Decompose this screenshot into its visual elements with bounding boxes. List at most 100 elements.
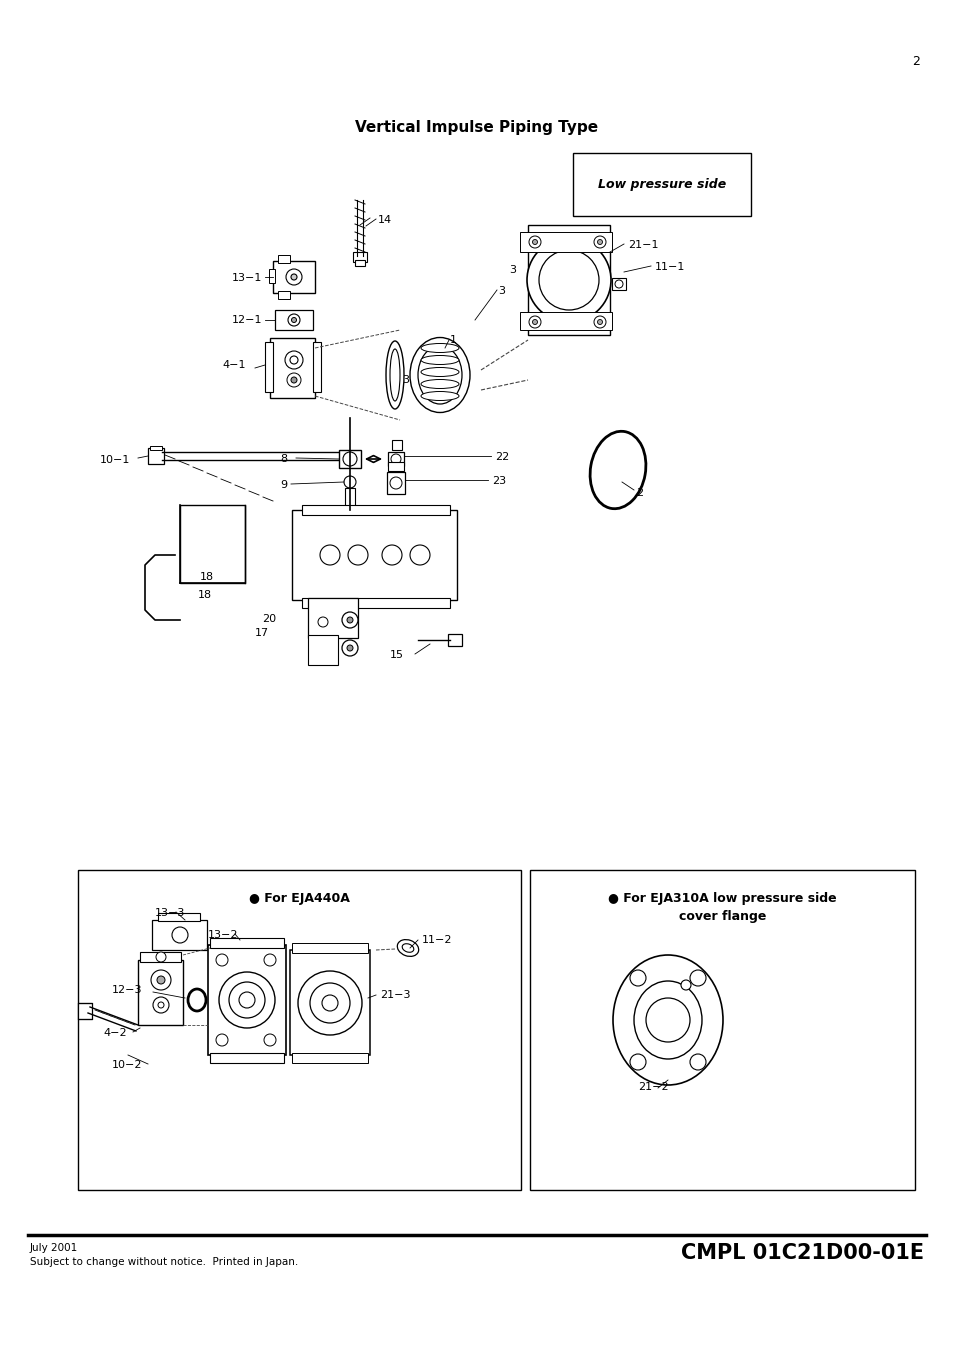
Ellipse shape [396, 939, 418, 957]
Circle shape [215, 1034, 228, 1046]
Ellipse shape [420, 343, 458, 353]
Text: 4−2: 4−2 [103, 1028, 127, 1038]
Bar [140, 952, 181, 962]
Circle shape [532, 239, 537, 245]
Text: 12−1: 12−1 [232, 315, 262, 326]
Circle shape [156, 952, 166, 962]
Circle shape [322, 994, 337, 1011]
Circle shape [285, 351, 303, 369]
Circle shape [172, 927, 188, 943]
Bar [519, 232, 612, 253]
Circle shape [629, 1054, 645, 1070]
Circle shape [532, 319, 537, 324]
Text: 4−1: 4−1 [222, 359, 245, 370]
Ellipse shape [420, 367, 458, 377]
Bar [208, 944, 286, 1055]
Text: 22: 22 [495, 453, 509, 462]
Bar [152, 920, 207, 950]
Ellipse shape [590, 431, 645, 509]
Text: 13−3: 13−3 [154, 908, 185, 917]
Bar [210, 1052, 284, 1063]
Text: 23: 23 [492, 476, 506, 486]
Bar [274, 309, 313, 330]
Bar [138, 961, 183, 1025]
Text: 1: 1 [450, 335, 456, 345]
Circle shape [645, 998, 689, 1042]
Circle shape [689, 1054, 705, 1070]
Circle shape [391, 454, 400, 463]
Bar [78, 870, 520, 1190]
Text: 17: 17 [254, 628, 269, 638]
Circle shape [286, 269, 302, 285]
Circle shape [529, 316, 540, 328]
Bar [302, 505, 450, 515]
Text: 10−2: 10−2 [112, 1061, 142, 1070]
Text: 20: 20 [262, 613, 275, 624]
Bar [530, 870, 914, 1190]
Bar [345, 488, 355, 508]
Text: 9: 9 [280, 480, 287, 490]
Bar [158, 913, 200, 921]
Text: 3: 3 [401, 376, 409, 385]
Ellipse shape [420, 380, 458, 389]
Circle shape [680, 979, 690, 990]
Circle shape [594, 236, 605, 249]
Circle shape [629, 970, 645, 986]
Text: 10−1: 10−1 [100, 455, 131, 465]
Text: CMPL 01C21D00-01E: CMPL 01C21D00-01E [680, 1243, 923, 1263]
Text: ● For EJA440A: ● For EJA440A [249, 892, 350, 905]
Circle shape [151, 970, 171, 990]
Circle shape [157, 975, 165, 984]
Bar [448, 634, 461, 646]
Circle shape [410, 544, 430, 565]
Circle shape [219, 971, 274, 1028]
Text: Vertical Impulse Piping Type: Vertical Impulse Piping Type [355, 120, 598, 135]
Bar [265, 342, 273, 392]
Circle shape [689, 970, 705, 986]
Bar [387, 471, 405, 494]
Ellipse shape [420, 355, 458, 365]
Circle shape [526, 238, 610, 322]
Circle shape [347, 617, 353, 623]
Circle shape [297, 971, 361, 1035]
Bar [148, 449, 164, 463]
Text: 3: 3 [509, 265, 516, 276]
Bar [388, 453, 403, 466]
Circle shape [317, 617, 328, 627]
Bar [519, 312, 612, 330]
Circle shape [229, 982, 265, 1019]
Text: 13−2: 13−2 [208, 929, 238, 940]
Bar [527, 226, 609, 335]
Bar [292, 943, 368, 952]
Circle shape [288, 313, 299, 326]
Text: 8: 8 [280, 454, 287, 463]
Bar [292, 1052, 368, 1063]
Bar [210, 938, 284, 948]
Circle shape [381, 544, 401, 565]
Ellipse shape [420, 392, 458, 400]
Circle shape [597, 239, 602, 245]
Circle shape [594, 316, 605, 328]
Ellipse shape [386, 340, 403, 409]
Bar [338, 450, 360, 467]
Circle shape [341, 612, 357, 628]
Circle shape [158, 1002, 164, 1008]
Bar [269, 269, 274, 282]
Bar [313, 342, 320, 392]
Circle shape [292, 317, 296, 323]
Text: 2: 2 [911, 55, 919, 68]
Circle shape [287, 373, 301, 386]
Text: 3: 3 [497, 286, 504, 296]
Text: 21−3: 21−3 [379, 990, 410, 1000]
Circle shape [291, 377, 296, 382]
Ellipse shape [417, 346, 461, 404]
Bar [150, 446, 162, 450]
Text: 18: 18 [200, 571, 213, 582]
Bar [78, 1002, 91, 1019]
Bar [277, 290, 290, 299]
Circle shape [264, 1034, 275, 1046]
Bar [388, 462, 403, 471]
Bar [270, 338, 314, 399]
Text: ● For EJA310A low pressure side: ● For EJA310A low pressure side [608, 892, 836, 905]
Text: 21−1: 21−1 [627, 240, 658, 250]
